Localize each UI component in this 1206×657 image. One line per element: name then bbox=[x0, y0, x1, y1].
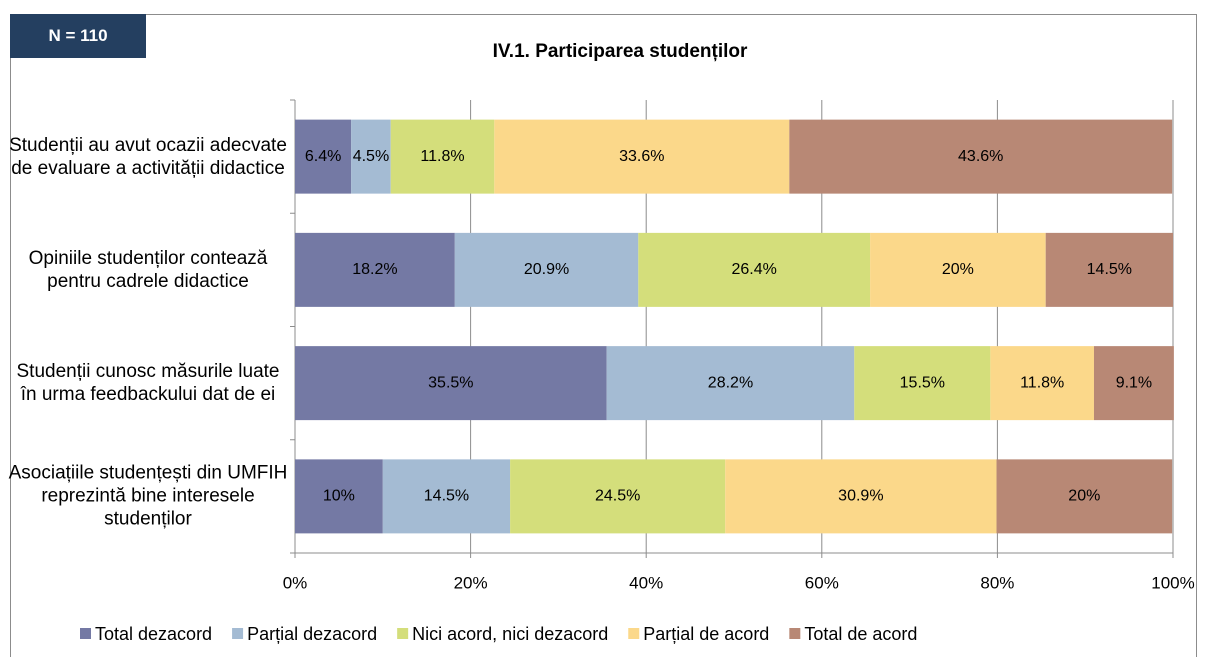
bar-segment bbox=[382, 459, 511, 534]
legend-swatch bbox=[232, 628, 244, 639]
data-label: 30.9% bbox=[838, 488, 883, 505]
x-tick-label: 20% bbox=[454, 573, 488, 592]
y-tick-label: Opiniile studenților contează pentru cad… bbox=[28, 247, 268, 292]
x-tick-label: 60% bbox=[805, 573, 839, 592]
legend-label: Total de acord bbox=[804, 624, 917, 644]
data-label: 15.5% bbox=[900, 374, 945, 391]
legend-swatch bbox=[397, 628, 409, 639]
legend-swatch bbox=[628, 628, 640, 639]
sample-badge: N = 110 bbox=[10, 14, 146, 58]
legend-swatch bbox=[80, 628, 91, 639]
bar-segment bbox=[351, 119, 391, 194]
data-label: 14.5% bbox=[424, 488, 469, 505]
bar-segment bbox=[510, 459, 726, 534]
chart-title: IV.1. Participarea studenților bbox=[493, 41, 748, 62]
bar-segment bbox=[494, 119, 790, 194]
bar-segment bbox=[854, 346, 991, 421]
data-label: 35.5% bbox=[428, 374, 473, 391]
data-label: 20.9% bbox=[524, 261, 569, 278]
bar-segment bbox=[606, 346, 855, 421]
bar-segment bbox=[295, 232, 455, 307]
data-label: 24.5% bbox=[595, 488, 640, 505]
legend-label: Nici acord, nici dezacord bbox=[412, 624, 608, 644]
data-label: 18.2% bbox=[352, 261, 397, 278]
x-tick-label: 0% bbox=[283, 573, 308, 592]
legend-label: Parțial de acord bbox=[643, 624, 769, 644]
data-label: 43.6% bbox=[958, 148, 1003, 165]
bar-segment bbox=[789, 119, 1173, 194]
bar-segment bbox=[996, 459, 1173, 534]
data-label: 14.5% bbox=[1087, 261, 1132, 278]
data-label: 33.6% bbox=[619, 148, 664, 165]
bar-segment bbox=[638, 232, 871, 307]
data-label: 11.8% bbox=[1020, 374, 1064, 391]
bar-segment bbox=[295, 459, 383, 534]
bar-segment bbox=[725, 459, 997, 534]
bar-segment bbox=[990, 346, 1094, 421]
x-tick-label: 80% bbox=[980, 573, 1014, 592]
data-label: 20% bbox=[942, 261, 974, 278]
data-label: 26.4% bbox=[732, 261, 777, 278]
y-tick-label: Studenții cunosc măsurile luate în urma … bbox=[16, 361, 280, 406]
x-tick-label: 100% bbox=[1151, 573, 1194, 592]
bar-segment bbox=[390, 119, 495, 194]
bar-segment bbox=[295, 346, 607, 421]
bar-segment bbox=[1045, 232, 1173, 307]
data-label: 6.4% bbox=[305, 148, 341, 165]
x-tick-label: 40% bbox=[629, 573, 663, 592]
chart-frame bbox=[10, 14, 1197, 657]
bar-segment bbox=[1093, 346, 1174, 421]
y-tick-label: Studenții au avut ocazii adecvate de eva… bbox=[9, 134, 287, 179]
y-tick-label: Asociațiile studențești din UMFIH reprez… bbox=[8, 462, 288, 530]
bar-segment bbox=[295, 119, 352, 194]
data-label: 4.5% bbox=[353, 148, 389, 165]
data-label: 10% bbox=[323, 488, 355, 505]
bar-segment bbox=[454, 232, 639, 307]
legend-label: Parțial dezacord bbox=[247, 624, 377, 644]
data-label: 9.1% bbox=[1116, 374, 1152, 391]
bar-segment bbox=[870, 232, 1046, 307]
data-label: 28.2% bbox=[708, 374, 753, 391]
data-label: 20% bbox=[1068, 488, 1100, 505]
legend-label: Total dezacord bbox=[95, 624, 212, 644]
legend-swatch bbox=[789, 628, 801, 639]
data-label: 11.8% bbox=[420, 148, 464, 165]
